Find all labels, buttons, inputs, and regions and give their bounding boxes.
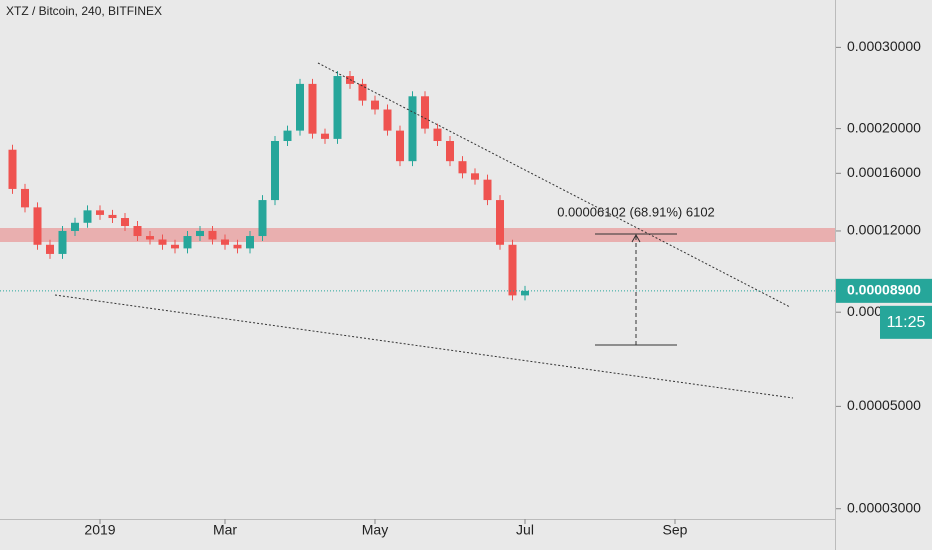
candle <box>8 149 17 189</box>
candle <box>233 244 242 249</box>
last-price-tag <box>836 278 932 303</box>
last-price-label: 0.00008900 <box>847 282 921 298</box>
candle <box>283 130 292 142</box>
candle <box>371 100 379 110</box>
y-tick-label: 0.00003000 <box>847 499 921 515</box>
y-tick-label: 0.00016000 <box>847 164 921 180</box>
candle <box>446 141 454 162</box>
candle <box>358 83 367 101</box>
y-tick-label: 0.00030000 <box>847 38 921 54</box>
candle <box>471 173 479 180</box>
y-tick-label: 0.00020000 <box>847 119 921 135</box>
candle <box>196 230 204 237</box>
candle <box>171 244 179 249</box>
x-tick-label: Mar <box>213 522 237 538</box>
candle <box>383 109 392 131</box>
candle <box>133 226 142 237</box>
upper-trendline <box>317 62 791 308</box>
candle <box>21 188 29 208</box>
candle <box>71 222 79 231</box>
candle <box>158 239 167 245</box>
candle <box>83 210 92 223</box>
y-tick-label: 0.00005000 <box>847 397 921 413</box>
candle <box>208 230 217 240</box>
x-tick-label: May <box>362 522 388 538</box>
candle <box>271 141 279 201</box>
chart-title: XTZ / Bitcoin, 240, BITFINEX <box>6 4 162 18</box>
candle <box>396 130 404 162</box>
x-tick-label: 2019 <box>84 522 115 538</box>
measure-arrowhead <box>631 233 641 243</box>
candle <box>46 244 54 254</box>
candle <box>433 128 442 142</box>
candle <box>333 76 342 139</box>
candle <box>458 161 467 174</box>
candle <box>221 239 229 245</box>
candle <box>96 210 104 215</box>
y-tick-label: 0.00012000 <box>847 222 921 238</box>
measure-label: 0.00006102 (68.91%) 6102 <box>557 204 715 219</box>
candle <box>496 200 504 245</box>
lower-trendline <box>54 294 794 399</box>
candle <box>483 179 492 201</box>
candle <box>521 290 529 296</box>
candle <box>146 236 154 240</box>
countdown-tag <box>880 305 932 339</box>
candle <box>321 133 329 139</box>
candle <box>308 83 317 134</box>
candle <box>108 214 117 219</box>
x-tick-label: Sep <box>663 522 688 538</box>
candle <box>508 244 517 296</box>
candle <box>246 236 254 249</box>
x-tick-label: Jul <box>516 522 534 538</box>
countdown: 11:25 <box>887 314 926 331</box>
candle <box>58 230 67 254</box>
candle <box>183 236 192 249</box>
candle <box>408 96 417 162</box>
candle <box>33 207 42 245</box>
series <box>8 71 529 301</box>
candle <box>296 83 304 131</box>
candle <box>258 200 267 237</box>
candle <box>121 218 129 227</box>
candle <box>421 96 429 129</box>
